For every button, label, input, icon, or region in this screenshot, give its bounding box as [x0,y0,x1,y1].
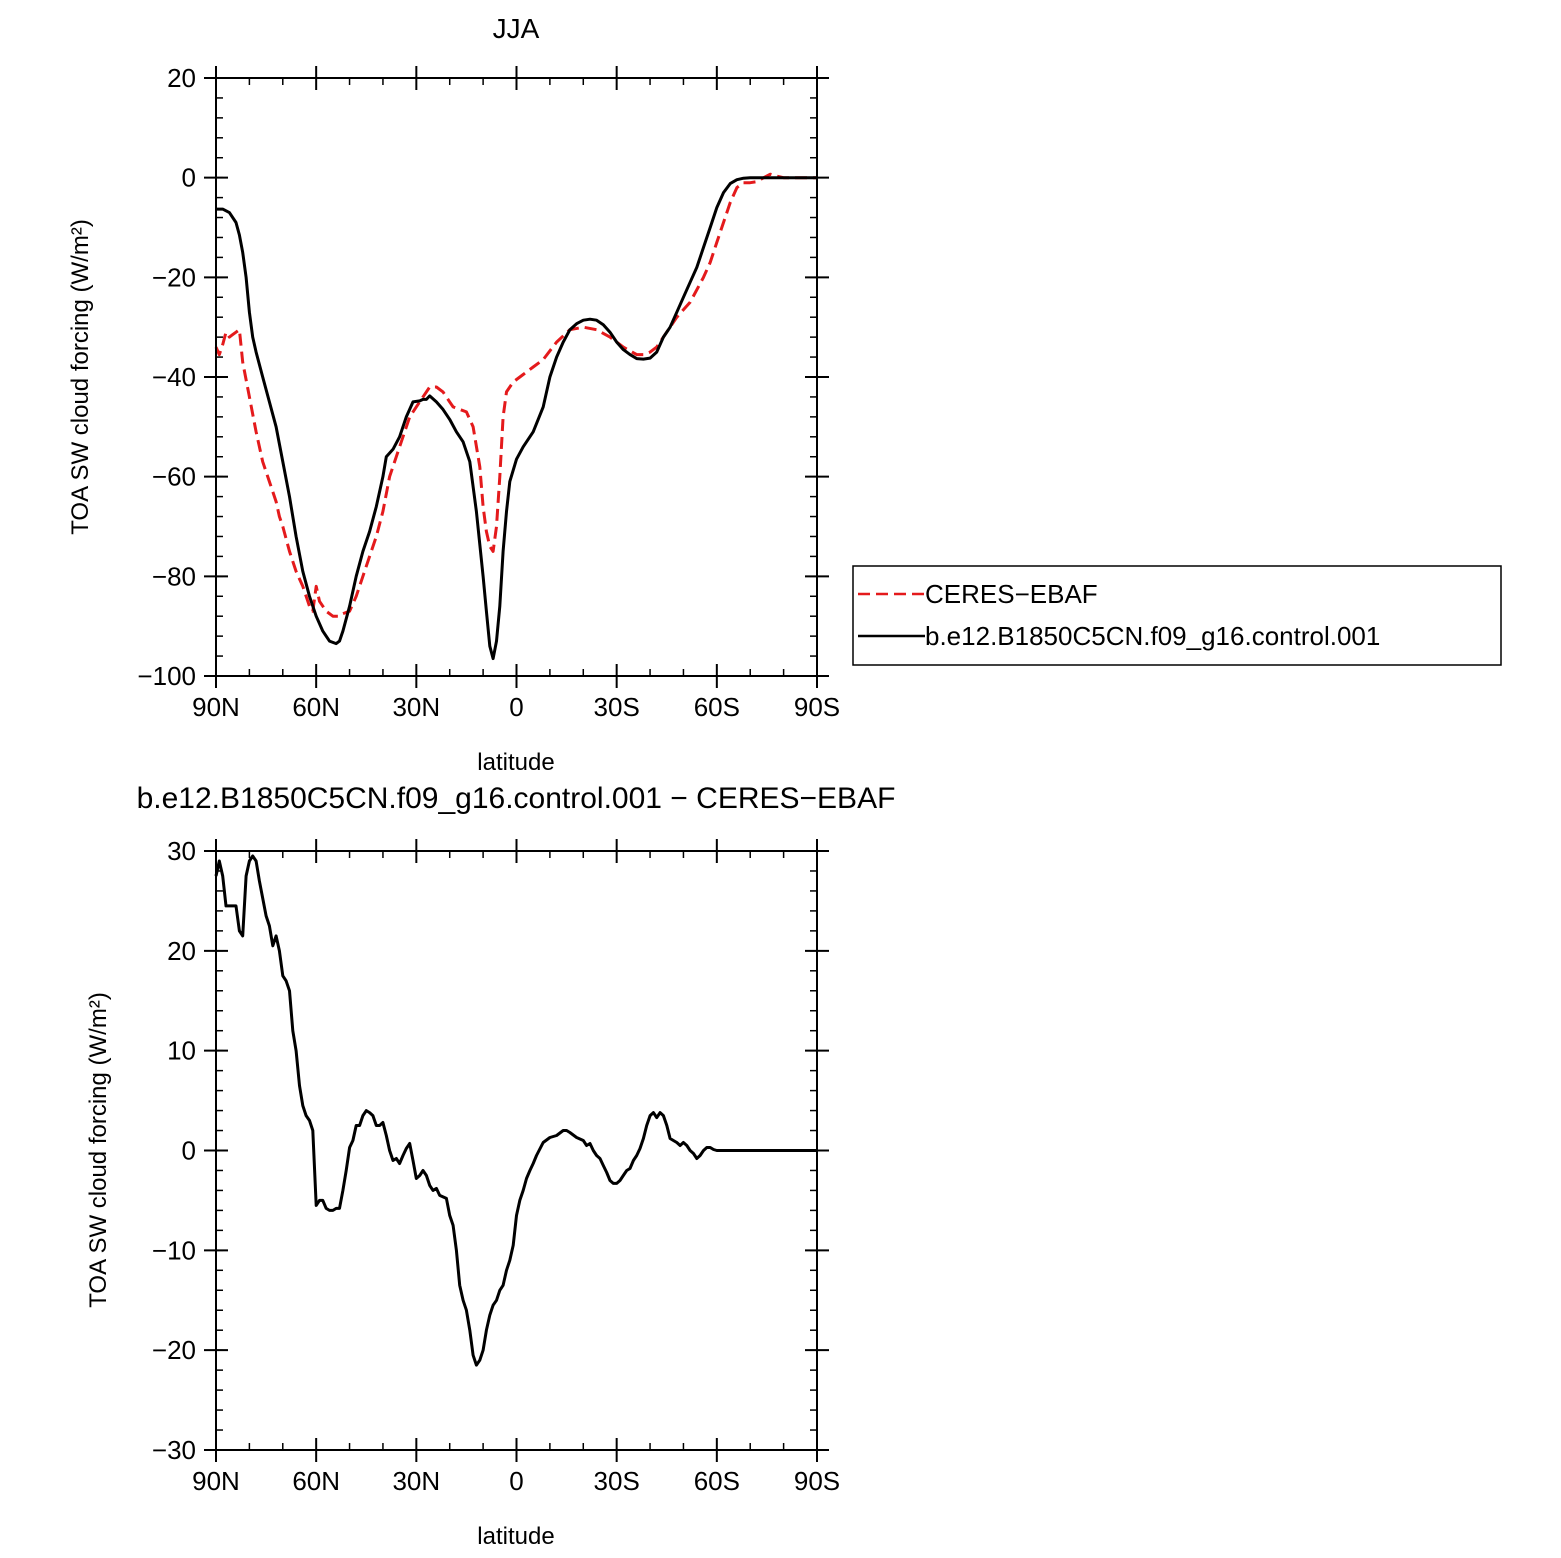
top-title: JJA [493,13,540,44]
x-tick-label: 90N [192,1466,240,1496]
y-tick-label: −60 [152,462,196,492]
x-tick-label: 60S [694,692,740,722]
bottom-y-axis-label: TOA SW cloud forcing (W/m²) [85,992,112,1308]
x-tick-label: 90S [794,1466,840,1496]
top-x-axis-label: latitude [477,749,554,776]
x-tick-label: 0 [509,1466,523,1496]
x-tick-label: 60S [694,1466,740,1496]
y-tick-label: −100 [137,661,196,691]
y-tick-label: 10 [167,1036,196,1066]
x-tick-label: 60N [292,1466,340,1496]
bottom-series-layer [214,854,817,1367]
bottom-tick-layer: 90N 60N 30N 0 30S 60S 90S 30 20 10 0 −10 −20 −30 [152,836,840,1496]
bottom-x-axis-label: latitude [477,1523,554,1550]
bottom-title: b.e12.B1850C5CN.f09_g16.control.001 − CE… [137,782,896,815]
x-tick-label: 30S [594,1466,640,1496]
x-tick-label: 0 [509,692,523,722]
legend-label-model: b.e12.B1850C5CN.f09_g16.control.001 [925,621,1380,651]
y-tick-label: 0 [182,163,196,193]
top-series-layer [214,172,817,661]
top-panel: JJA 90N 60N 30N 0 30S 60S 90S 20 0 −20 −40 −60 −80 −1… [67,13,1502,776]
x-tick-label: 30S [594,692,640,722]
top-legend: CERES−EBAF b.e12.B1850C5CN.f09_g16.contr… [852,565,1502,666]
x-tick-label: 60N [292,692,340,722]
x-tick-label: 90N [192,692,240,722]
y-tick-label: 30 [167,836,196,866]
legend-label-ceres: CERES−EBAF [925,579,1098,609]
y-tick-label: 0 [182,1136,196,1166]
legend-box [852,565,1502,666]
x-tick-label: 90S [794,692,840,722]
y-tick-label: 20 [167,63,196,93]
x-tick-label: 30N [392,692,440,722]
top-y-axis-label: TOA SW cloud forcing (W/m²) [67,219,94,535]
y-tick-label: −80 [152,561,196,591]
y-tick-label: −10 [152,1235,196,1265]
y-tick-label: −20 [152,1335,196,1365]
y-tick-label: −20 [152,262,196,292]
top-tick-layer: 90N 60N 30N 0 30S 60S 90S 20 0 −20 −40 −60 −80 −100 [137,63,840,722]
difference-series-line [214,854,817,1367]
series-line-model [216,176,817,661]
bottom-panel: b.e12.B1850C5CN.f09_g16.control.001 − CE… [85,782,895,1550]
y-tick-label: −40 [152,362,196,392]
y-tick-label: 20 [167,936,196,966]
x-tick-label: 30N [392,1466,440,1496]
y-tick-label: −30 [152,1435,196,1465]
series-line-ceres [214,172,817,618]
